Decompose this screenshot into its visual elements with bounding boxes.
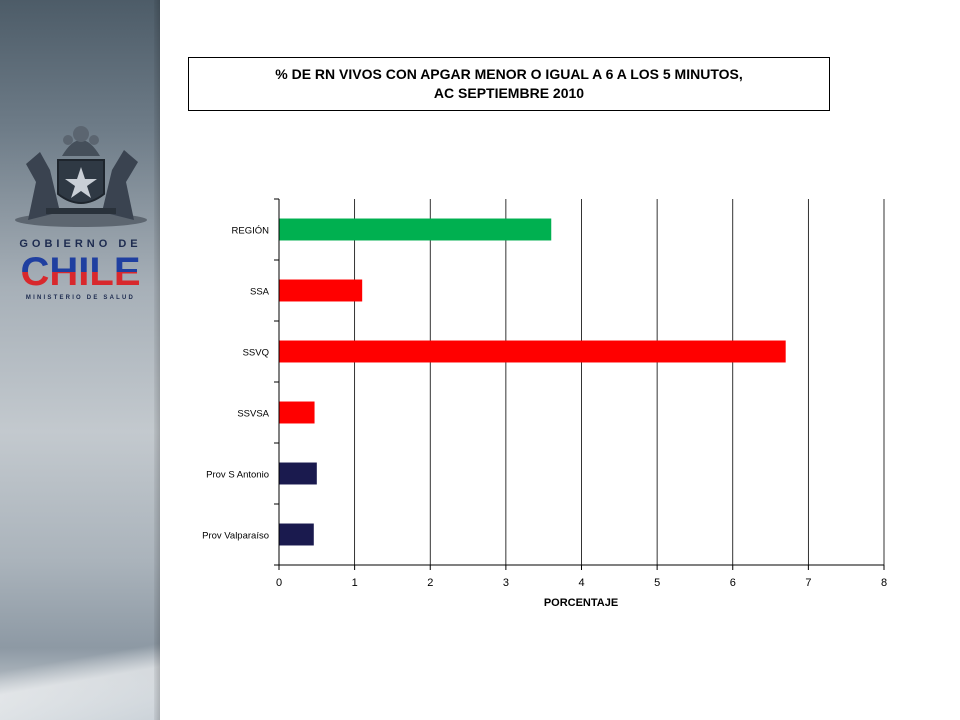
- chart-title-line-2: AC SEPTIEMBRE 2010: [433, 85, 585, 101]
- x-tick-label: 3: [503, 577, 509, 589]
- chart-axes: [274, 198, 885, 570]
- bar: [279, 401, 315, 424]
- x-tick-label: 2: [427, 577, 433, 589]
- x-tick-label: 7: [805, 577, 811, 589]
- x-tick-label: 1: [352, 577, 358, 589]
- y-category-label: SSA: [250, 287, 270, 298]
- sidebar-edge-shadow: [154, 0, 160, 720]
- y-category-label: Prov S Antonio: [206, 470, 269, 481]
- y-category-label: SSVQ: [243, 348, 269, 359]
- chart-title-line-1: % DE RN VIVOS CON APGAR MENOR O IGUAL A …: [275, 66, 743, 82]
- y-category-label: Prov Valparaíso: [202, 531, 269, 542]
- chart-bars: [279, 218, 786, 546]
- x-tick-label: 0: [276, 577, 282, 589]
- bar: [279, 279, 363, 302]
- x-tick-label: 5: [654, 577, 660, 589]
- x-tick-label: 8: [881, 577, 887, 589]
- brand-line-3: MINISTERIO DE SALUD: [25, 295, 136, 301]
- x-axis-label: PORCENTAJE: [544, 597, 618, 609]
- bar: [279, 523, 314, 546]
- brand-line-1: GOBIERNO DE: [19, 238, 142, 250]
- government-brand: GOBIERNO DE CHILE MINISTERIO DE SALUD: [18, 238, 143, 301]
- y-category-labels: REGIÓN SSA SSVQ SSVSA Prov S Antonio Prov Val…: [202, 226, 270, 542]
- brand-line-2: CHILE: [18, 251, 143, 293]
- bar: [279, 340, 786, 363]
- y-category-label: REGIÓN: [232, 226, 270, 237]
- x-tick-label: 4: [578, 577, 584, 589]
- bar: [279, 218, 552, 241]
- x-tick-labels: 0 1 2 3 4 5 6 7 8: [276, 577, 887, 589]
- snow-mountain-decoration: [0, 630, 160, 720]
- sidebar-background: GOBIERNO DE CHILE MINISTERIO DE SALUD: [0, 0, 160, 720]
- chart-title-box: % DE RN VIVOS CON APGAR MENOR O IGUAL A …: [188, 57, 830, 111]
- x-tick-label: 6: [730, 577, 736, 589]
- bar: [279, 462, 317, 485]
- chart-gridlines: [354, 199, 885, 565]
- y-category-label: SSVSA: [237, 409, 269, 420]
- coat-of-arms-icon: [15, 126, 147, 227]
